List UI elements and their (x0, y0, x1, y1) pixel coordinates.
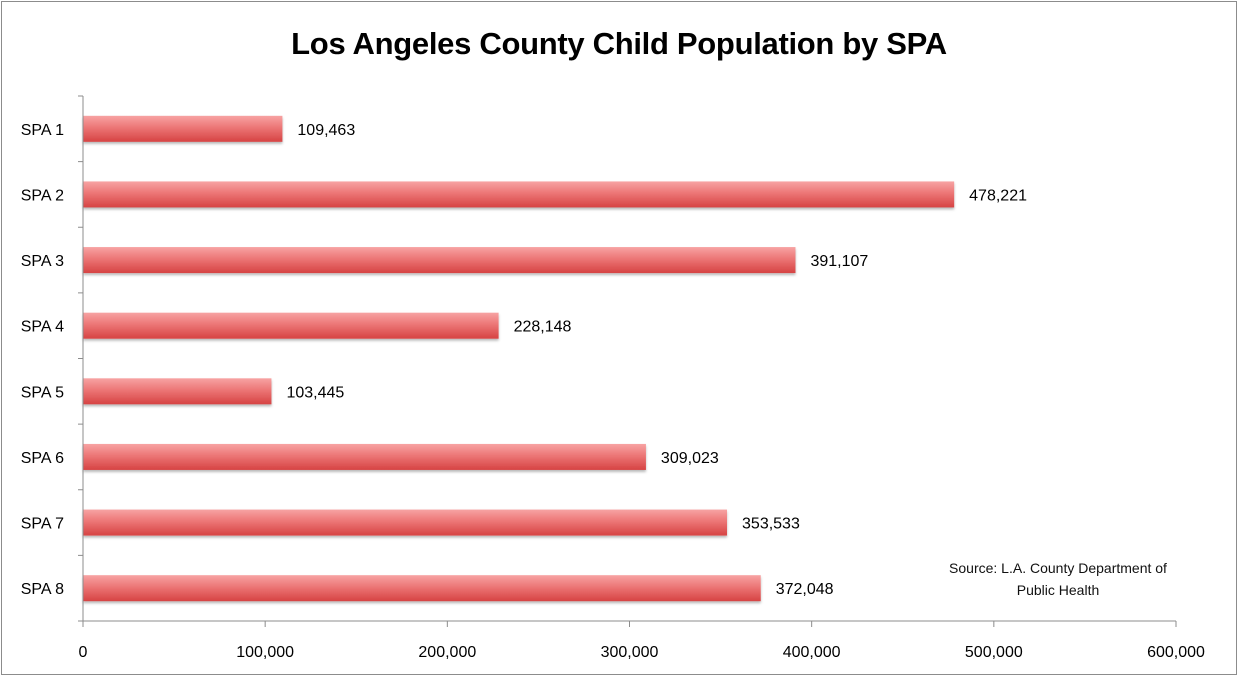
category-label-1: SPA 1 (21, 122, 64, 139)
bar-5 (83, 378, 272, 405)
source-annotation: Source: L.A. County Department of Public… (918, 557, 1198, 601)
data-label-3: 391,107 (810, 253, 868, 270)
x-tick-label-0: 0 (79, 644, 88, 661)
data-label-6: 309,023 (661, 450, 719, 467)
data-label-7: 353,533 (742, 516, 800, 533)
x-tick-label-1: 100,000 (236, 644, 294, 661)
bar-2 (83, 181, 955, 208)
bar-8 (83, 575, 761, 602)
x-tick-label-5: 500,000 (965, 644, 1023, 661)
x-tick-label-6: 600,000 (1147, 644, 1205, 661)
category-label-4: SPA 4 (21, 319, 64, 336)
chart-title: Los Angeles County Child Population by S… (291, 26, 947, 61)
data-label-5: 103,445 (286, 384, 344, 401)
bar-7 (83, 509, 728, 536)
category-label-2: SPA 2 (21, 187, 64, 204)
x-tick-label-2: 200,000 (418, 644, 476, 661)
category-label-6: SPA 6 (21, 450, 64, 467)
x-tick-label-4: 400,000 (783, 644, 841, 661)
bar-6 (83, 443, 646, 470)
data-label-1: 109,463 (297, 122, 355, 139)
category-label-5: SPA 5 (21, 384, 64, 401)
data-label-4: 228,148 (514, 319, 572, 336)
x-tick-label-3: 300,000 (601, 644, 659, 661)
source-line-1: Source: L.A. County Department of (949, 560, 1167, 576)
bar-1 (83, 115, 283, 142)
bar-4 (83, 312, 499, 339)
data-label-2: 478,221 (969, 187, 1027, 204)
category-label-7: SPA 7 (21, 516, 64, 533)
data-label-8: 372,048 (776, 581, 834, 598)
category-label-8: SPA 8 (21, 581, 64, 598)
category-label-3: SPA 3 (21, 253, 64, 270)
source-line-2: Public Health (1016, 582, 1100, 598)
bar-3 (83, 247, 796, 274)
